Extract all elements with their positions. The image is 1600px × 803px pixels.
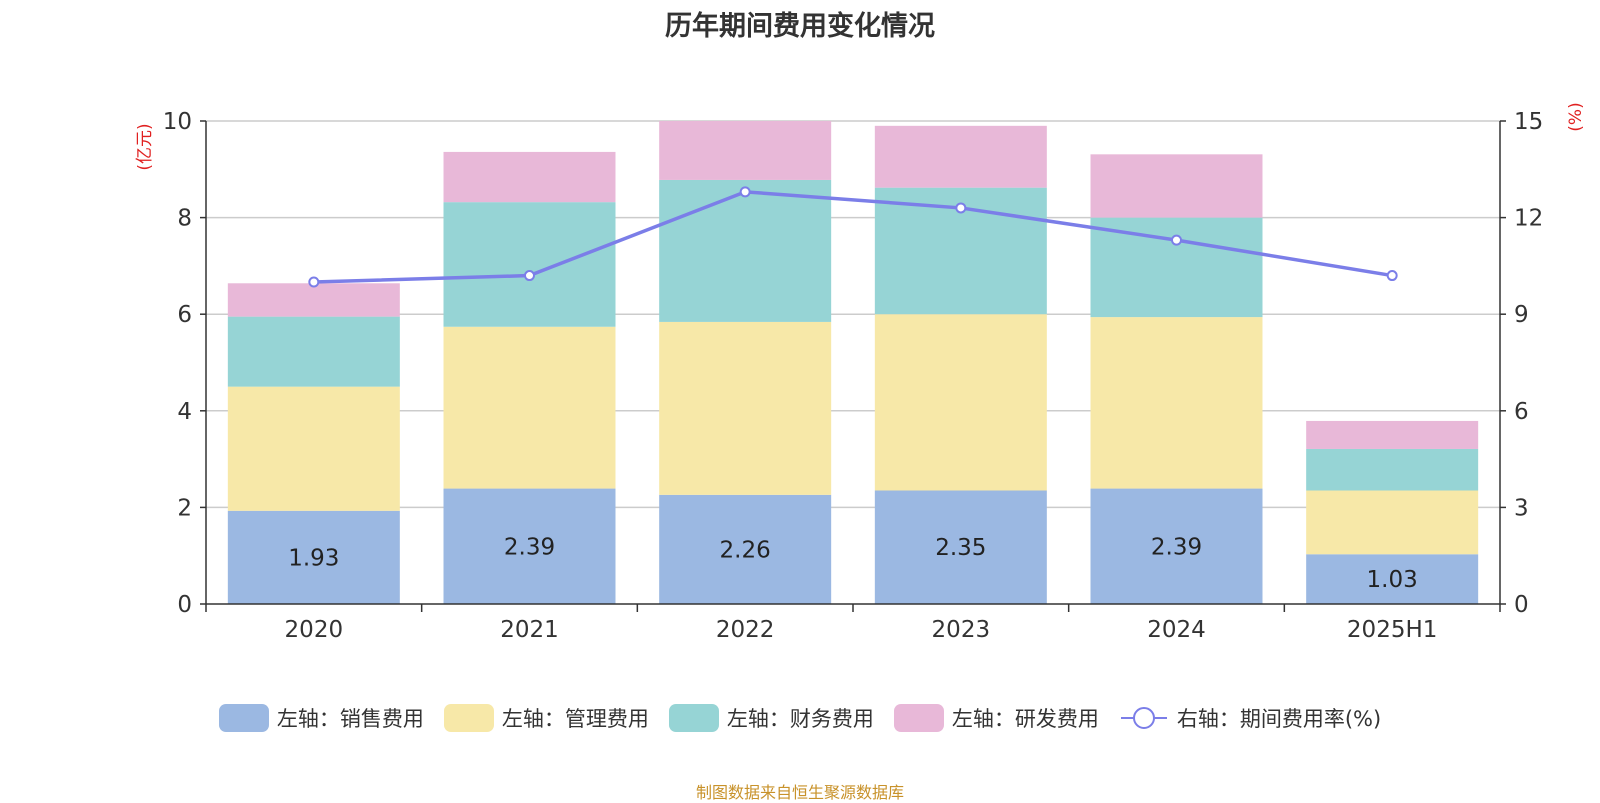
bar-segment bbox=[1090, 317, 1263, 489]
y-tick-label-right: 6 bbox=[1514, 399, 1529, 425]
bar-segment bbox=[443, 202, 616, 327]
y-tick-label-right: 15 bbox=[1514, 109, 1543, 135]
y-tick-label-left: 6 bbox=[177, 302, 192, 328]
y-tick-label-right: 3 bbox=[1514, 495, 1529, 521]
bar-segment bbox=[659, 179, 832, 322]
bar-segment bbox=[874, 490, 1047, 604]
rate-point bbox=[1386, 270, 1398, 282]
data-label: 2.26 bbox=[720, 537, 771, 563]
y-tick-label-left: 8 bbox=[177, 206, 192, 232]
legend-label: 左轴：销售费用 bbox=[276, 707, 424, 731]
data-label: 2.39 bbox=[1151, 534, 1202, 560]
bar-segment bbox=[227, 386, 400, 511]
x-tick-label: 2020 bbox=[285, 617, 344, 643]
rate-point bbox=[524, 270, 535, 282]
bar-segment bbox=[443, 151, 616, 203]
bar-segment bbox=[1090, 154, 1263, 218]
rate-point bbox=[1171, 234, 1182, 246]
legend-item[interactable]: 左轴：管理费用 bbox=[443, 703, 649, 733]
legend-item[interactable]: 左轴：销售费用 bbox=[218, 703, 424, 733]
legend-swatch bbox=[218, 704, 269, 732]
y-tick-label-right: 12 bbox=[1514, 206, 1543, 232]
bar-segment bbox=[1306, 490, 1479, 555]
rate-point bbox=[308, 276, 320, 288]
data-label: 2.35 bbox=[935, 535, 986, 561]
bar-segment bbox=[874, 125, 1047, 188]
y-axis-label-left: (亿元) bbox=[135, 123, 155, 170]
legend-swatch bbox=[668, 704, 719, 732]
bar-segment bbox=[1090, 217, 1263, 318]
chart-title: 历年期间费用变化情况 bbox=[665, 11, 935, 42]
legend: 左轴：销售费用 左轴：管理费用 左轴：财务费用 左轴：研发费用 右轴：期间费用率(%) bbox=[0, 703, 1600, 733]
bar-segment bbox=[1090, 488, 1263, 604]
legend-label: 左轴：财务费用 bbox=[726, 707, 874, 731]
bar-segment bbox=[1306, 420, 1479, 449]
x-tick-label: 2024 bbox=[1147, 617, 1206, 643]
y-tick-label-right: 0 bbox=[1514, 592, 1529, 618]
x-tick-label: 2021 bbox=[500, 617, 559, 643]
data-label: 1.93 bbox=[288, 545, 339, 571]
source-note: 制图数据来自恒生聚源数据库 bbox=[695, 783, 904, 802]
bar-segment bbox=[659, 121, 832, 180]
legend-item[interactable]: 右轴：期间费用率(%) bbox=[1119, 703, 1381, 733]
bar-segment bbox=[443, 326, 616, 489]
bar-segment bbox=[659, 321, 832, 495]
bar-segment bbox=[1306, 448, 1479, 491]
legend-item[interactable]: 左轴：财务费用 bbox=[668, 703, 874, 733]
y-tick-label-right: 9 bbox=[1514, 302, 1529, 328]
y-tick-label-left: 2 bbox=[177, 495, 192, 521]
legend-swatch bbox=[443, 704, 494, 732]
x-tick-label: 2022 bbox=[716, 617, 775, 643]
rate-line bbox=[313, 190, 1393, 284]
x-tick-label: 2025H1 bbox=[1347, 617, 1437, 643]
x-tick-label: 2023 bbox=[932, 617, 991, 643]
legend-item[interactable]: 左轴：研发费用 bbox=[893, 703, 1099, 733]
bar-segment bbox=[443, 488, 616, 604]
rate-point bbox=[739, 186, 751, 198]
bar-segment bbox=[874, 314, 1047, 491]
legend-label: 左轴：管理费用 bbox=[501, 707, 649, 731]
data-label: 2.39 bbox=[504, 534, 555, 560]
data-label: 1.03 bbox=[1367, 567, 1418, 593]
bar-segment bbox=[227, 510, 400, 604]
rate-point bbox=[955, 202, 967, 214]
y-tick-label-left: 0 bbox=[177, 592, 192, 618]
bar-segment bbox=[227, 316, 400, 387]
bar-segment bbox=[1306, 554, 1479, 604]
y-tick-label-left: 10 bbox=[163, 109, 192, 135]
legend-line-swatch bbox=[1120, 707, 1167, 729]
legend-label: 左轴：研发费用 bbox=[951, 707, 1099, 731]
y-tick-label-left: 4 bbox=[177, 399, 192, 425]
bar-segment bbox=[227, 283, 400, 317]
bar-segment bbox=[659, 494, 832, 604]
legend-swatch bbox=[893, 704, 944, 732]
y-axis-label-right: (%) bbox=[1566, 102, 1586, 131]
legend-label: 右轴：期间费用率(%) bbox=[1176, 707, 1382, 731]
